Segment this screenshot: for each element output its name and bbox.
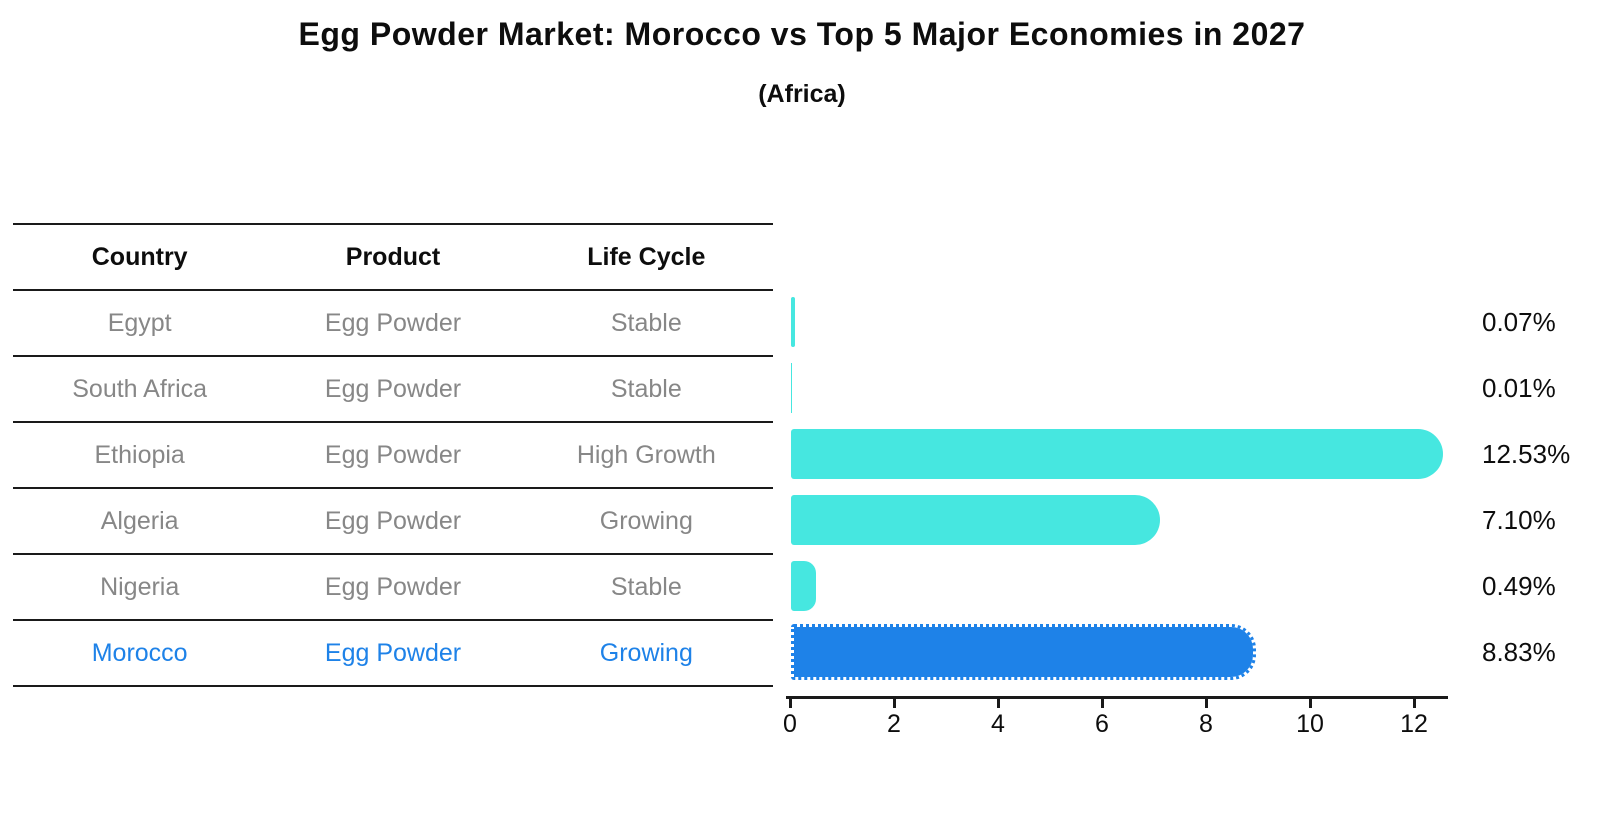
bar-egypt — [791, 297, 795, 347]
bar-row-egypt: 0.07% — [0, 289, 1604, 355]
bar-algeria — [791, 495, 1160, 545]
x-axis-line — [786, 696, 1448, 699]
table-row-morocco: Morocco Egg Powder Growing — [13, 621, 773, 687]
tick-mark — [1413, 699, 1416, 708]
bar-ethiopia — [791, 429, 1443, 479]
column-header-product: Product — [345, 242, 441, 271]
value-label: 12.53% — [1482, 439, 1571, 469]
cell-life-cycle: Growing — [599, 506, 693, 535]
value-label: 7.10% — [1482, 505, 1556, 535]
tick-mark — [1205, 699, 1208, 708]
column-header-life-cycle: Life Cycle — [587, 242, 706, 271]
country-table: Country Product Life Cycle Egypt Egg Pow… — [13, 223, 773, 687]
tick-label: 0 — [783, 710, 797, 738]
cell-country: Nigeria — [100, 572, 180, 601]
tick-label: 12 — [1400, 710, 1428, 738]
tick-label: 2 — [887, 710, 901, 738]
tick-mark — [789, 699, 792, 708]
bar-south-africa — [791, 363, 792, 413]
cell-product: Egg Powder — [324, 440, 462, 469]
cell-country: South Africa — [72, 374, 208, 403]
cell-product: Egg Powder — [324, 374, 462, 403]
bar-row-morocco: 8.83% — [0, 619, 1604, 685]
value-label: 0.49% — [1482, 571, 1556, 601]
chart-subtitle: (Africa) — [758, 80, 846, 108]
tick-label: 6 — [1095, 710, 1109, 738]
cell-country: Egypt — [107, 308, 172, 337]
chart-title: Egg Powder Market: Morocco vs Top 5 Majo… — [298, 16, 1306, 52]
table-row-nigeria: Nigeria Egg Powder Stable — [13, 555, 773, 621]
value-label: 0.01% — [1482, 373, 1556, 403]
cell-country: Ethiopia — [94, 440, 185, 469]
table-row-south-africa: South Africa Egg Powder Stable — [13, 357, 773, 423]
cell-product: Egg Powder — [324, 572, 462, 601]
table-row-ethiopia: Ethiopia Egg Powder High Growth — [13, 423, 773, 489]
cell-product: Egg Powder — [324, 308, 462, 337]
tick-mark — [997, 699, 1000, 708]
column-header-country: Country — [91, 242, 188, 271]
value-label: 8.83% — [1482, 637, 1556, 667]
tick-label: 10 — [1296, 710, 1324, 738]
bar-row-nigeria: 0.49% — [0, 553, 1604, 619]
table-row-egypt: Egypt Egg Powder Stable — [13, 291, 773, 357]
bar-row-algeria: 7.10% — [0, 487, 1604, 553]
value-label: 0.07% — [1482, 307, 1556, 337]
bar-row-ethiopia: 12.53% — [0, 421, 1604, 487]
cell-life-cycle: Stable — [610, 374, 682, 403]
cell-life-cycle: Stable — [610, 308, 682, 337]
tick-label: 8 — [1199, 710, 1213, 738]
bar-nigeria — [791, 561, 816, 611]
bar-row-south-africa: 0.01% — [0, 355, 1604, 421]
table-row-algeria: Algeria Egg Powder Growing — [13, 489, 773, 555]
bar-morocco-highlighted — [791, 624, 1256, 680]
tick-label: 4 — [991, 710, 1005, 738]
cell-life-cycle: High Growth — [576, 440, 716, 469]
cell-life-cycle: Stable — [610, 572, 682, 601]
cell-country: Algeria — [100, 506, 179, 535]
cell-product: Egg Powder — [324, 506, 462, 535]
table-header-row: Country Product Life Cycle — [13, 225, 773, 291]
tick-mark — [1101, 699, 1104, 708]
tick-mark — [893, 699, 896, 708]
tick-mark — [1309, 699, 1312, 708]
cell-product: Egg Powder — [324, 638, 462, 667]
cell-country: Morocco — [91, 638, 188, 667]
cell-life-cycle: Growing — [599, 638, 693, 667]
